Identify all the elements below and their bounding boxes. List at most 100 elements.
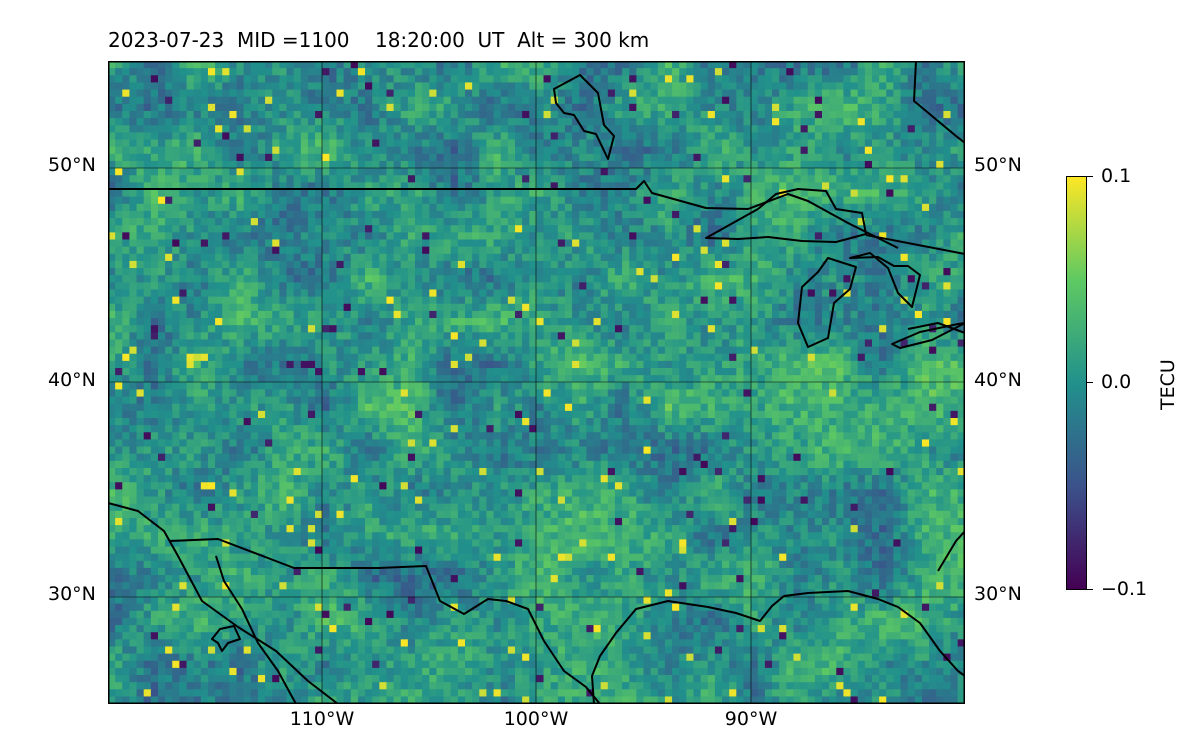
heatmap-cell xyxy=(750,89,759,98)
heatmap-cell xyxy=(657,332,666,341)
heatmap-cell xyxy=(614,275,623,283)
heatmap-cell xyxy=(936,253,944,262)
heatmap-cell xyxy=(450,82,459,91)
heatmap-cell xyxy=(722,75,730,84)
heatmap-cell xyxy=(814,325,823,333)
heatmap-cell xyxy=(200,160,209,169)
heatmap-cell xyxy=(622,318,630,326)
heatmap-cell xyxy=(900,175,909,183)
heatmap-cell xyxy=(714,325,723,333)
heatmap-cell xyxy=(957,232,965,241)
heatmap-cell xyxy=(636,89,645,98)
heatmap-cell xyxy=(936,318,944,326)
heatmap-cell xyxy=(850,182,859,191)
heatmap-cell xyxy=(779,318,787,326)
heatmap-cell xyxy=(564,146,573,155)
heatmap-cell xyxy=(193,268,202,276)
heatmap-cell xyxy=(486,61,495,69)
heatmap-cell xyxy=(215,203,223,212)
heatmap-cell xyxy=(793,75,802,84)
heatmap-cell xyxy=(393,332,402,341)
heatmap-cell xyxy=(600,268,609,276)
heatmap-cell xyxy=(486,246,495,255)
heatmap-cell xyxy=(829,332,837,341)
heatmap-cell xyxy=(336,125,345,133)
heatmap-cell xyxy=(707,275,716,283)
heatmap-cell xyxy=(393,339,402,348)
heatmap-cell xyxy=(950,253,959,262)
heatmap-cell xyxy=(843,289,852,298)
heatmap-cell xyxy=(122,225,131,233)
heatmap-cell xyxy=(514,68,523,76)
heatmap-cell xyxy=(143,246,152,255)
heatmap-cell xyxy=(764,260,773,269)
heatmap-cell xyxy=(629,175,637,183)
heatmap-cell xyxy=(736,196,745,205)
heatmap-cell xyxy=(315,210,323,219)
heatmap-cell xyxy=(722,82,730,91)
heatmap-cell xyxy=(429,296,438,305)
heatmap-cell xyxy=(557,132,566,141)
heatmap-cell xyxy=(679,153,687,162)
heatmap-cell xyxy=(707,160,716,169)
heatmap-cell xyxy=(879,175,887,183)
heatmap-cell xyxy=(907,246,916,255)
heatmap-cell xyxy=(550,303,559,312)
heatmap-cell xyxy=(407,225,416,233)
heatmap-cell xyxy=(672,232,680,241)
heatmap-cell xyxy=(500,225,509,233)
heatmap-cell xyxy=(129,325,138,333)
heatmap-cell xyxy=(864,160,873,169)
heatmap-cell xyxy=(507,218,516,226)
heatmap-cell xyxy=(629,289,637,298)
heatmap-cell xyxy=(329,168,338,176)
heatmap-cell xyxy=(914,289,923,298)
heatmap-cell xyxy=(300,175,309,183)
heatmap-cell xyxy=(921,253,930,262)
heatmap-cell xyxy=(572,289,580,298)
heatmap-cell xyxy=(572,110,580,119)
heatmap-cell xyxy=(736,260,745,269)
heatmap-cell xyxy=(857,303,866,312)
heatmap-cell xyxy=(322,118,330,126)
heatmap-cell xyxy=(664,196,673,205)
heatmap-cell xyxy=(229,310,238,319)
heatmap-cell xyxy=(243,260,252,269)
heatmap-cell xyxy=(379,125,388,133)
heatmap-cell xyxy=(400,289,409,298)
heatmap-cell xyxy=(136,275,145,283)
heatmap-cell xyxy=(450,68,459,76)
heatmap-cell xyxy=(350,110,359,119)
heatmap-cell xyxy=(365,310,373,319)
heatmap-cell xyxy=(550,146,559,155)
heatmap-cell xyxy=(822,61,830,69)
heatmap-cell xyxy=(450,225,459,233)
heatmap-cell xyxy=(343,346,352,355)
heatmap-cell xyxy=(829,253,837,262)
heatmap-cell xyxy=(657,146,666,155)
heatmap-cell xyxy=(193,168,202,176)
heatmap-cell xyxy=(493,132,502,141)
heatmap-cell xyxy=(386,196,395,205)
heatmap-cell xyxy=(436,96,445,105)
heatmap-cell xyxy=(436,146,445,155)
heatmap-cell xyxy=(793,175,802,183)
heatmap-cell xyxy=(857,182,866,191)
heatmap-cell xyxy=(265,110,273,119)
heatmap-cell xyxy=(307,353,316,362)
heatmap-cell xyxy=(343,89,352,98)
heatmap-cell xyxy=(336,160,345,169)
heatmap-cell xyxy=(343,146,352,155)
heatmap-cell xyxy=(764,103,773,112)
heatmap-cell xyxy=(336,203,345,212)
heatmap-cell xyxy=(529,75,537,84)
heatmap-cell xyxy=(886,175,894,183)
heatmap-cell xyxy=(700,260,709,269)
heatmap-cell xyxy=(265,125,273,133)
heatmap-cell xyxy=(129,103,138,112)
heatmap-cell xyxy=(893,89,902,98)
heatmap-cell xyxy=(914,61,923,69)
heatmap-cell xyxy=(229,296,238,305)
heatmap-cell xyxy=(836,103,845,112)
heatmap-cell xyxy=(108,239,116,248)
